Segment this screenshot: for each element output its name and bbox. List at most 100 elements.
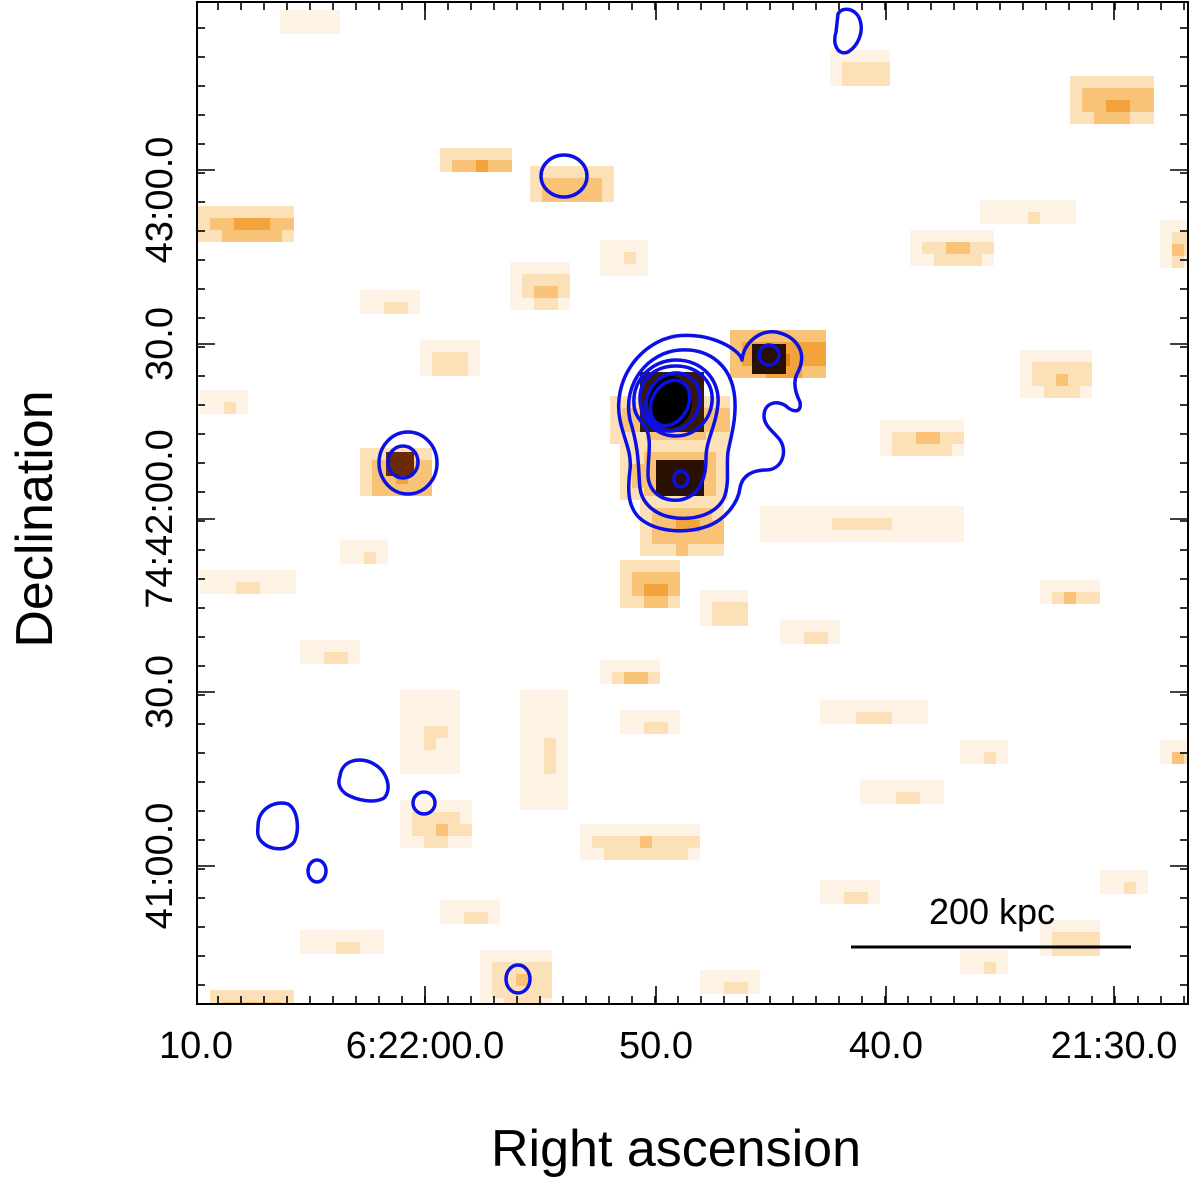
heatmap-pixel <box>904 444 916 456</box>
heatmap-pixel <box>534 298 546 310</box>
heatmap-pixel <box>996 962 1008 974</box>
heatmap-pixel <box>816 620 828 632</box>
heatmap-pixel <box>376 540 388 552</box>
heatmap-pixel <box>464 148 476 160</box>
heatmap-pixel <box>1068 350 1080 362</box>
heatmap-pixel <box>636 672 648 684</box>
heatmap-pixel <box>996 740 1008 752</box>
heatmap-pixel <box>210 990 222 1002</box>
heatmap-pixel <box>970 242 982 254</box>
heatmap-pixel <box>480 998 492 1004</box>
heatmap-pixel <box>436 824 448 836</box>
heatmap-pixel <box>866 62 878 74</box>
heatmap-pixel <box>872 792 884 804</box>
heatmap-pixel <box>730 330 742 342</box>
heatmap-pixel <box>444 352 456 364</box>
heatmap-pixel <box>556 738 568 750</box>
heatmap-pixel <box>952 518 964 530</box>
heatmap-pixel <box>844 506 856 518</box>
heatmap-pixel <box>1032 374 1044 386</box>
heatmap-pixel <box>644 722 656 734</box>
heatmap-pixel <box>1064 920 1076 932</box>
heatmap-pixel <box>528 986 540 998</box>
heatmap-pixel <box>880 444 892 456</box>
heatmap-pixel <box>464 160 476 172</box>
heatmap-pixel <box>916 712 928 724</box>
heatmap-pixel <box>712 970 724 982</box>
heatmap-pixel <box>456 364 468 376</box>
heatmap-pixel <box>222 218 234 230</box>
heatmap-pixel <box>742 354 754 366</box>
heatmap-pixel <box>892 420 904 432</box>
heatmap-pixel <box>1052 932 1064 944</box>
heatmap-pixel <box>400 800 412 812</box>
heatmap-pixel <box>612 660 624 672</box>
heatmap-pixel <box>424 726 436 738</box>
heatmap-pixel <box>784 518 796 530</box>
heatmap-pixel <box>580 824 592 836</box>
heatmap-pixel <box>200 390 212 402</box>
heatmap-pixel <box>532 786 544 798</box>
heatmap-pixel <box>476 148 488 160</box>
heatmap-pixel <box>592 836 604 848</box>
heatmap-pixel <box>1076 920 1088 932</box>
heatmap-pixel <box>376 552 388 564</box>
heatmap-pixel <box>556 774 568 786</box>
contour-central-core <box>648 378 692 428</box>
heatmap-pixel <box>816 632 828 644</box>
heatmap-pixel <box>842 74 854 86</box>
heatmap-pixel <box>400 690 412 702</box>
heatmap-pixel <box>282 218 294 230</box>
heatmap-pixel <box>604 824 616 836</box>
heatmap-pixel <box>1160 740 1172 752</box>
heatmap-pixel <box>808 530 820 542</box>
heatmap-pixel <box>1106 88 1118 100</box>
heatmap-pixel <box>198 206 210 218</box>
heatmap-pixel <box>558 298 570 310</box>
heatmap-pixel <box>436 690 448 702</box>
heatmap-pixel <box>1016 212 1028 224</box>
heatmap-pixel <box>946 242 958 254</box>
heatmap-pixel <box>554 166 566 178</box>
heatmap-pixel <box>688 848 700 860</box>
heatmap-pixel <box>532 690 544 702</box>
heatmap-pixel <box>1160 232 1172 244</box>
heatmap-pixel <box>534 274 546 286</box>
heatmap-pixel <box>648 672 660 684</box>
heatmap-pixel <box>952 506 964 518</box>
heatmap-pixel <box>928 420 940 432</box>
heatmap-pixel <box>736 970 748 982</box>
heatmap-pixel <box>528 998 540 1004</box>
heatmap-pixel <box>348 652 360 664</box>
heatmap-pixel <box>640 848 652 860</box>
heatmap-pixel <box>854 50 866 62</box>
heatmap-pixel <box>832 880 844 892</box>
heatmap-pixel <box>420 472 432 484</box>
heatmap-pixel <box>664 848 676 860</box>
heatmap-pixel <box>510 274 522 286</box>
heatmap-pixel <box>820 530 832 542</box>
heatmap-pixel <box>868 892 880 904</box>
heatmap-pixel <box>866 50 878 62</box>
heatmap-pixel <box>1100 870 1112 882</box>
heatmap-pixel <box>624 672 636 684</box>
heatmap-pixel <box>802 354 814 366</box>
contour-central-outer <box>616 330 804 533</box>
heatmap-pixel <box>916 530 928 542</box>
heatmap-pixel <box>692 440 704 452</box>
heatmap-pixel <box>488 148 500 160</box>
heatmap-pixel <box>628 824 640 836</box>
heatmap-pixel <box>780 620 792 632</box>
heatmap-pixel <box>236 570 248 582</box>
heatmap-pixel <box>656 584 668 596</box>
heatmap-pixel <box>632 722 644 734</box>
heatmap-pixel <box>448 738 460 750</box>
heatmap-pixel <box>624 252 636 264</box>
heatmap-pixel <box>340 540 352 552</box>
contour-central-4 <box>638 364 714 438</box>
y-tick-label: 30.0 <box>139 655 181 729</box>
heatmap-pixel <box>792 620 804 632</box>
heatmap-pixel <box>636 240 648 252</box>
heatmap-pixel <box>420 340 432 352</box>
heatmap-pixel <box>400 714 412 726</box>
